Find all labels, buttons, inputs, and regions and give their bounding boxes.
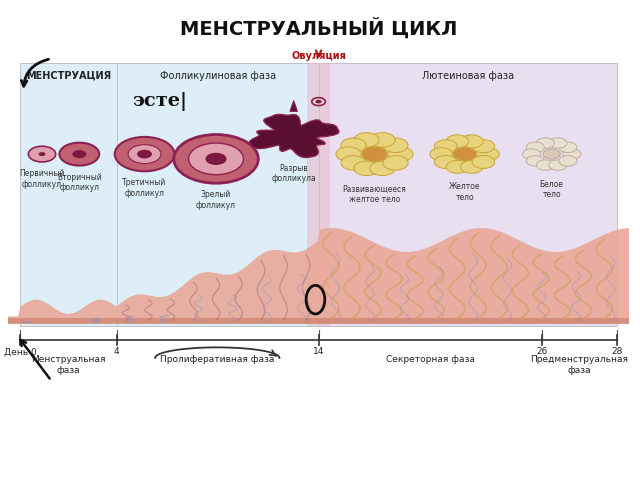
Ellipse shape [446, 135, 468, 148]
Ellipse shape [536, 160, 554, 170]
Ellipse shape [128, 144, 161, 164]
Ellipse shape [435, 156, 457, 168]
Ellipse shape [543, 149, 560, 159]
Ellipse shape [362, 147, 387, 161]
Bar [20, 63, 617, 326]
Ellipse shape [548, 138, 567, 148]
Bar [20, 63, 116, 326]
Ellipse shape [174, 134, 259, 183]
Text: Овуляция: Овуляция [291, 51, 346, 61]
Ellipse shape [559, 156, 577, 166]
Text: Пролиферативная фаза: Пролиферативная фаза [160, 356, 275, 364]
Ellipse shape [115, 137, 174, 171]
Ellipse shape [38, 152, 45, 156]
Text: Желтое
тело: Желтое тело [449, 182, 481, 202]
Text: Вторичный
фолликул: Вторичный фолликул [57, 173, 102, 192]
Text: МЕНСТРУАЛЬНЫЙ ЦИКЛ: МЕНСТРУАЛЬНЫЙ ЦИКЛ [180, 18, 457, 39]
Text: Предменструальная
фаза: Предменструальная фаза [531, 356, 628, 375]
Ellipse shape [354, 161, 379, 176]
Ellipse shape [28, 146, 56, 162]
Ellipse shape [354, 132, 379, 147]
Text: Первичный
фолликул: Первичный фолликул [19, 169, 65, 189]
Ellipse shape [137, 150, 152, 158]
Text: 4: 4 [114, 348, 120, 356]
Text: 14: 14 [313, 348, 324, 356]
Text: 26: 26 [536, 348, 548, 356]
Ellipse shape [370, 161, 395, 176]
Ellipse shape [205, 153, 227, 165]
Text: Лютеиновая фаза: Лютеиновая фаза [422, 71, 514, 81]
Ellipse shape [548, 160, 567, 170]
Polygon shape [290, 101, 298, 111]
Ellipse shape [461, 160, 483, 173]
Text: Фолликулиновая фаза: Фолликулиновая фаза [159, 71, 276, 81]
Ellipse shape [341, 138, 366, 153]
Ellipse shape [72, 150, 86, 158]
Text: Зрелый
фолликул: Зрелый фолликул [196, 191, 236, 210]
Ellipse shape [472, 156, 495, 168]
Text: МЕНСТРУАЦИЯ: МЕНСТРУАЦИЯ [26, 71, 111, 81]
Text: эсте|: эсте| [132, 92, 187, 111]
Ellipse shape [435, 140, 457, 153]
Bar [116, 63, 319, 326]
Ellipse shape [370, 132, 395, 147]
Ellipse shape [388, 147, 413, 161]
Ellipse shape [559, 142, 577, 153]
Text: Разрыв
фолликула: Разрыв фолликула [271, 164, 316, 183]
Ellipse shape [60, 143, 99, 166]
Text: Третичный
фолликул: Третичный фолликул [122, 179, 166, 198]
Text: Развивающееся
желтое тело: Развивающееся желтое тело [342, 184, 406, 204]
Text: Белое
тело: Белое тело [540, 180, 564, 199]
Ellipse shape [472, 140, 495, 153]
Ellipse shape [453, 147, 476, 161]
Ellipse shape [522, 149, 541, 159]
Text: День 0: День 0 [4, 348, 36, 356]
Ellipse shape [383, 156, 408, 170]
Ellipse shape [341, 156, 366, 170]
Ellipse shape [563, 149, 581, 159]
Text: 28: 28 [611, 348, 623, 356]
Polygon shape [250, 114, 339, 157]
Text: Секреторная фаза: Секреторная фаза [386, 356, 475, 364]
Text: Менструальная
фаза: Менструальная фаза [31, 356, 106, 375]
Ellipse shape [312, 97, 325, 106]
Ellipse shape [477, 147, 499, 161]
Ellipse shape [336, 147, 361, 161]
Ellipse shape [526, 156, 545, 166]
Bar [307, 63, 330, 326]
Ellipse shape [446, 160, 468, 173]
Ellipse shape [536, 138, 554, 148]
Ellipse shape [383, 138, 408, 153]
Ellipse shape [189, 143, 243, 175]
Ellipse shape [430, 147, 452, 161]
Ellipse shape [461, 135, 483, 148]
Bar [319, 63, 617, 326]
Ellipse shape [316, 100, 322, 103]
Ellipse shape [526, 142, 545, 153]
